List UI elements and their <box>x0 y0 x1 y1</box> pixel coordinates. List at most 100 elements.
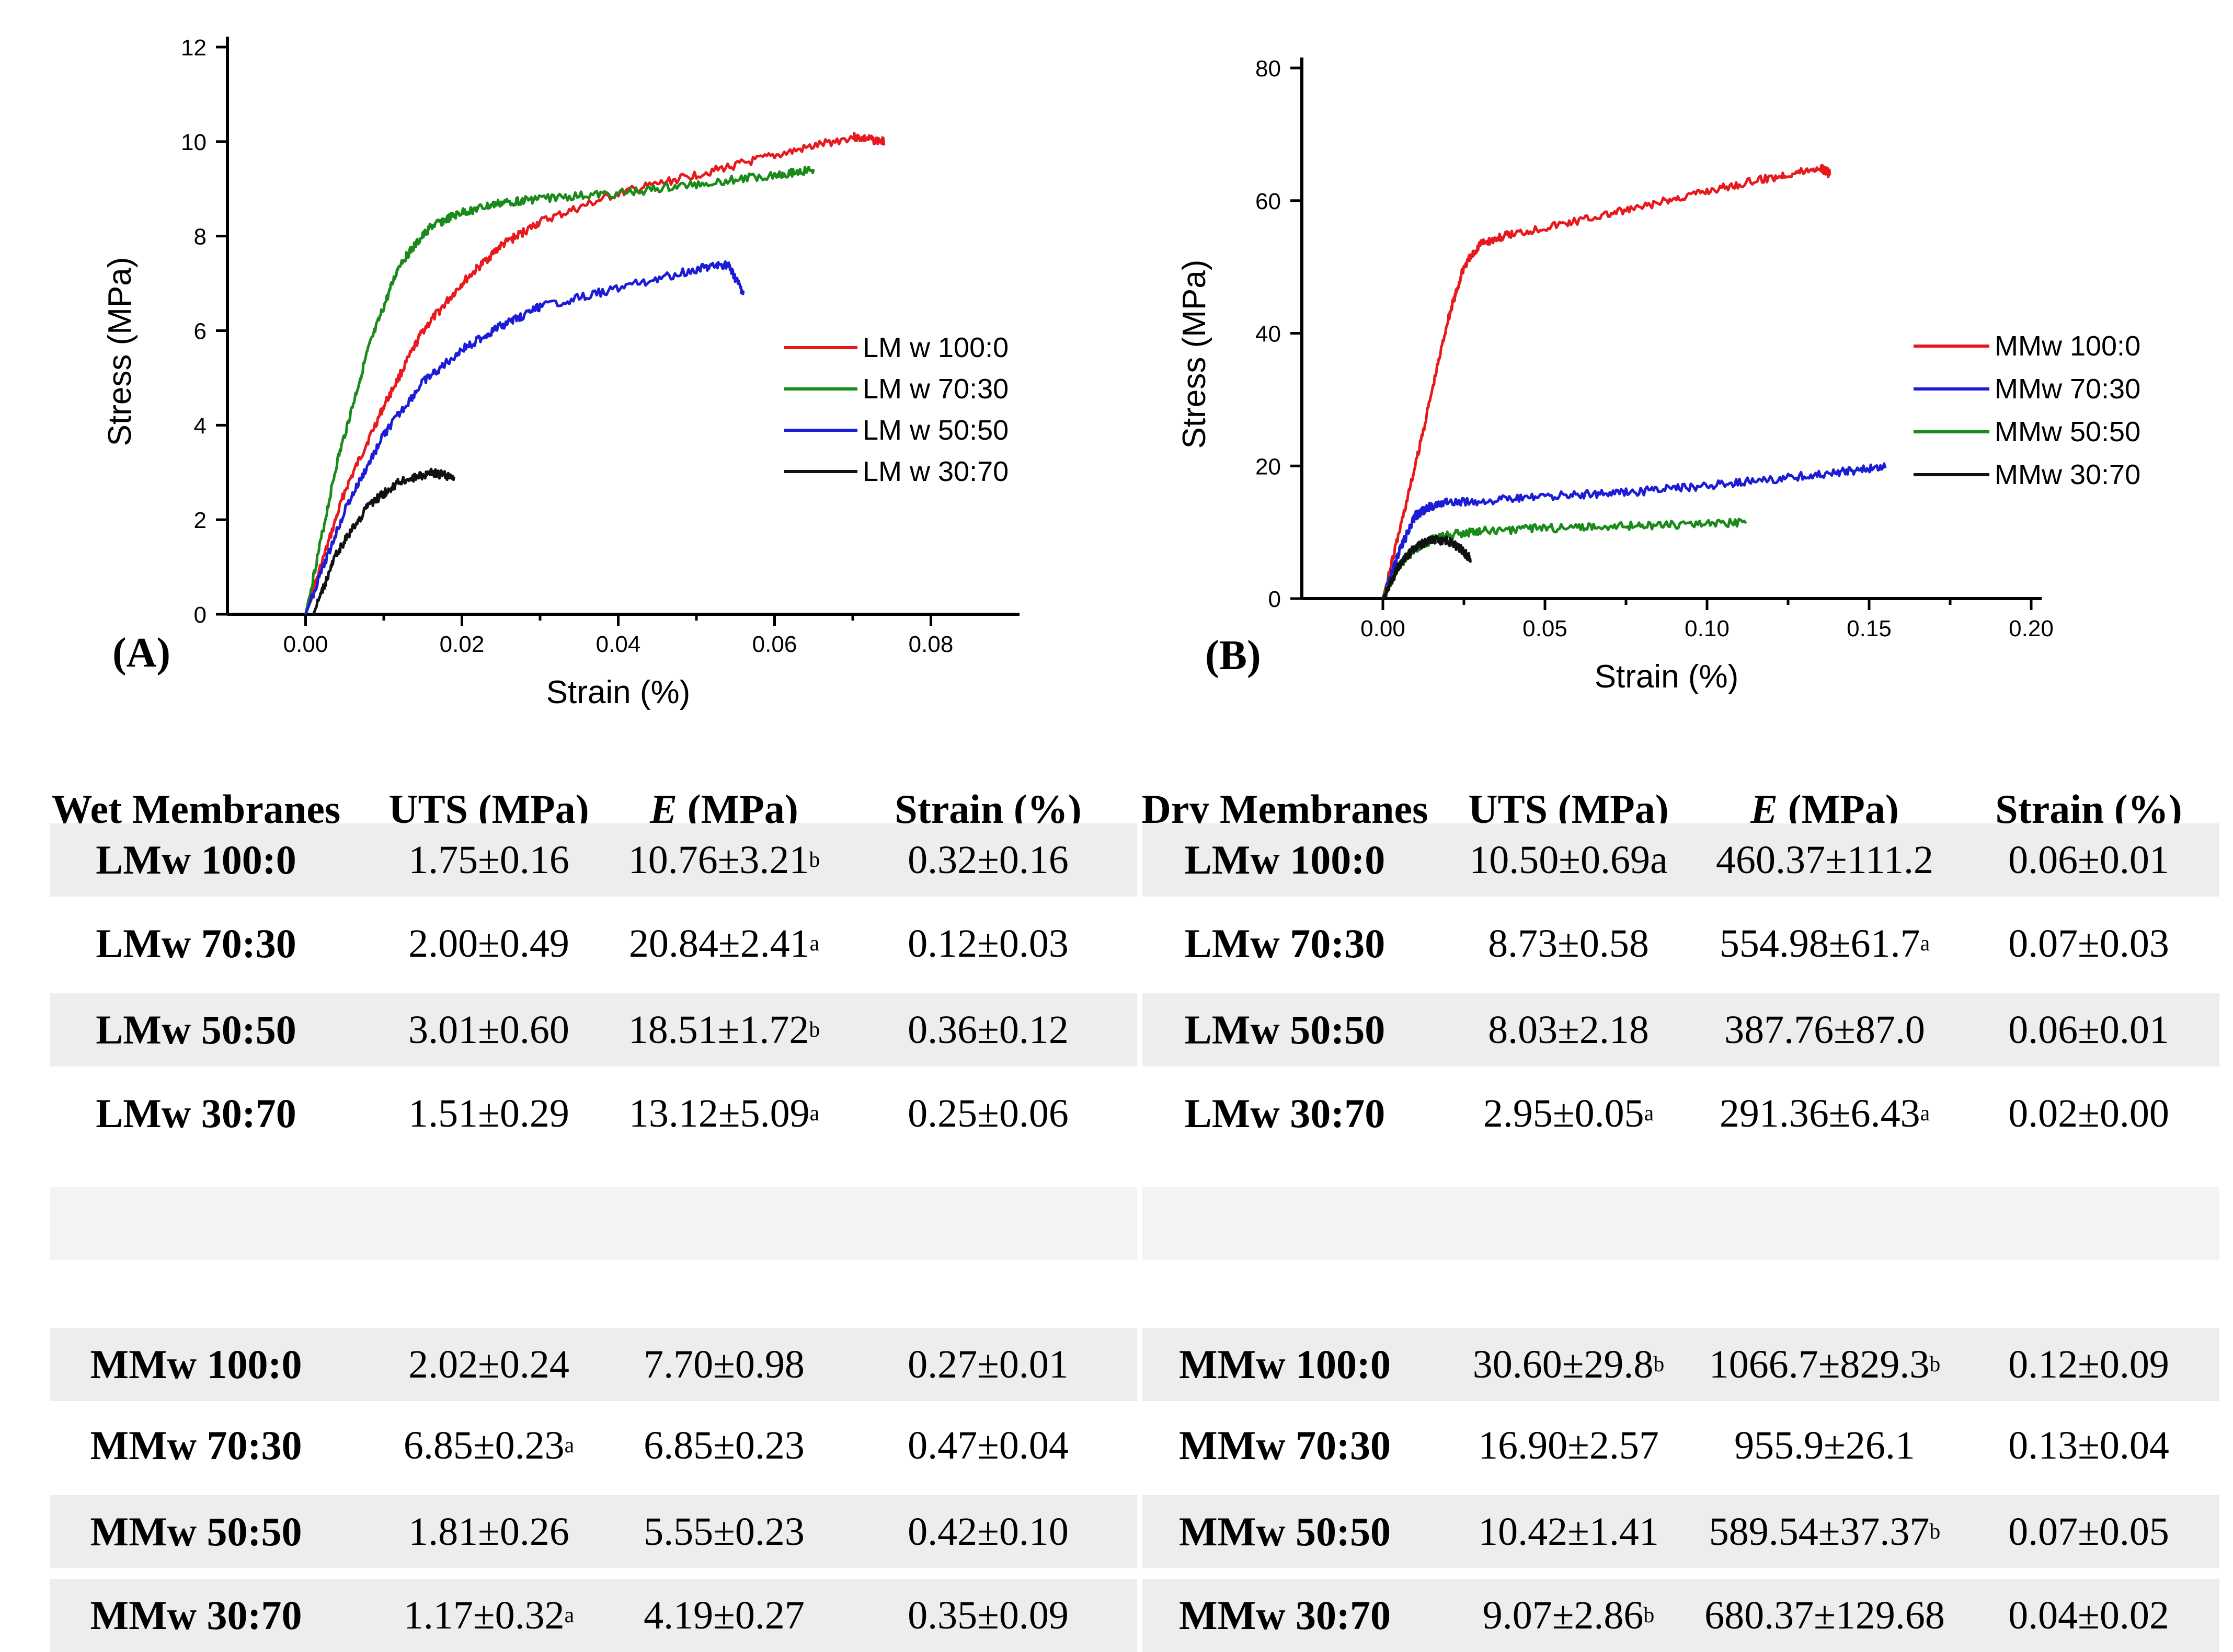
cell-strain: 0.04±0.02 <box>1958 1579 2219 1652</box>
cell-value: 0.06±0.01 <box>2008 1007 2169 1052</box>
series-line <box>304 166 815 615</box>
cell-value: MMw 100:0 <box>1178 1341 1391 1387</box>
cell-name: LMw 30:70 <box>50 1077 342 1150</box>
cell-value: 680.37±129.68 <box>1704 1593 1945 1637</box>
cell-name: MMw 70:30 <box>1142 1409 1427 1482</box>
panel-label: (B) <box>1205 633 1261 679</box>
cell-value: 1.17±0.32 <box>403 1593 565 1637</box>
cell-value: 4.19±0.27 <box>644 1593 805 1637</box>
x-tick-label: 0.08 <box>909 632 954 657</box>
table-row: LMw 100:0 10.50±0.69a 460.37±111.2 0.06±0.0… <box>1142 823 2219 897</box>
cell-value: LMw 30:70 <box>96 1091 296 1136</box>
table-row: LMw 100:0 1.75±0.16 10.76±3.21 b 0.32±0.16 <box>50 823 1137 897</box>
cell-uts: 9.07±2.86 b <box>1482 1593 1655 1637</box>
cell-uts: 8.73±0.58 <box>1446 907 1691 980</box>
y-tick-label: 0 <box>194 602 207 628</box>
table-row: LMw 70:30 8.73±0.58 554.98±61.7 a 0.07±0.03 <box>1142 907 2219 980</box>
cell-e: 955.9±26.1 <box>1699 1409 1950 1482</box>
wet-membranes-table: Wet Membranes UTS (MPa) E (MPa) Strain (%) L… <box>50 774 1137 1652</box>
cell-e: 554.98±61.7 a <box>1719 921 1930 966</box>
y-tick-label: 2 <box>194 508 207 533</box>
cell-value: 2.95±0.05 <box>1483 1091 1644 1135</box>
cell-e: 7.70±0.98 <box>606 1328 842 1401</box>
cell-strain: 0.47±0.04 <box>852 1409 1124 1482</box>
x-tick-label: 0.04 <box>596 632 641 657</box>
cell-e: 1066.7±829.3 b <box>1709 1342 1941 1386</box>
cell-value: 1066.7±829.3 <box>1709 1342 1930 1386</box>
cell-e: 13.12±5.09 a <box>628 1091 820 1135</box>
cell-value: MMw 30:70 <box>90 1592 302 1638</box>
cell-value: 16.90±2.57 <box>1478 1423 1659 1467</box>
y-tick-label: 12 <box>181 35 207 61</box>
series-line <box>304 132 886 615</box>
chart-a: 0 2 4 6 8 10 12 0.00 0.02 0.04 0.06 0.08 Strain (%) S… <box>102 35 1020 710</box>
cell-uts: 10.42±1.41 <box>1446 1495 1691 1568</box>
cell-name: MMw 30:70 <box>1142 1579 1427 1652</box>
chart-b: 0 20 40 60 80 0.00 0.05 0.10 0.15 0.20 Strain (%) S… <box>1176 56 2140 695</box>
cell-uts: 1.81±0.26 <box>374 1495 604 1568</box>
cell-value: 1.51±0.29 <box>408 1091 569 1135</box>
cell-value: MMw 50:50 <box>90 1509 302 1554</box>
legend-label: LM w 100:0 <box>863 332 1009 363</box>
cell-name: LMw 70:30 <box>1142 907 1427 980</box>
cell-value: 0.47±0.04 <box>908 1423 1069 1467</box>
cell-name: MMw 100:0 <box>1142 1328 1427 1401</box>
cell-value: 7.70±0.98 <box>644 1342 805 1386</box>
cell-value: MMw 30:70 <box>1178 1592 1391 1638</box>
cell-strain: 0.02±0.00 <box>1958 1077 2219 1150</box>
cell-strain: 0.42±0.10 <box>852 1495 1124 1568</box>
cell-value: LMw 70:30 <box>1184 921 1385 966</box>
cell-value: 30.60±29.8 <box>1472 1342 1654 1386</box>
cell-uts: 30.60±29.8 b <box>1472 1342 1665 1386</box>
cell-value: 6.85±0.23 <box>403 1423 565 1467</box>
cell-e: 680.37±129.68 <box>1699 1579 1950 1652</box>
cell-value: 0.12±0.09 <box>2008 1342 2169 1386</box>
panel-label: (A) <box>112 630 170 676</box>
cell-uts: 3.01±0.60 <box>374 993 604 1066</box>
cell-value: 8.73±0.58 <box>1488 921 1649 966</box>
x-axis-label: Strain (%) <box>1595 659 1739 695</box>
cell-value: 10.76±3.21 <box>628 838 809 882</box>
cell-value: 5.55±0.23 <box>644 1509 805 1554</box>
cell-value: 6.85±0.23 <box>644 1423 805 1467</box>
table-row: LMw 30:70 2.95±0.05 a 291.36±6.43 a 0.02±0.00 <box>1142 1077 2219 1150</box>
y-tick-label: 60 <box>1255 189 1281 214</box>
cell-value: 0.12±0.03 <box>908 921 1069 966</box>
cell-name: LMw 50:50 <box>1142 993 1427 1066</box>
cell-value: LMw 50:50 <box>1184 1007 1385 1052</box>
cell-name: LMw 100:0 <box>1142 823 1427 897</box>
cell-value: 291.36±6.43 <box>1719 1091 1920 1135</box>
cell-uts: 16.90±2.57 <box>1446 1409 1691 1482</box>
cell-uts: 2.00±0.49 <box>374 907 604 980</box>
cell-name: LMw 100:0 <box>50 823 342 897</box>
cell-e: 5.55±0.23 <box>606 1495 842 1568</box>
cell-name: MMw 100:0 <box>50 1328 342 1401</box>
cell-strain: 0.07±0.05 <box>1958 1495 2219 1568</box>
cell-e: 18.51±1.72 b <box>628 1007 820 1052</box>
dry-membranes-table: Dry Membranes UTS (MPa) E (MPa) Strain (%) L… <box>1141 774 2219 1652</box>
cell-value: LMw 70:30 <box>96 921 296 966</box>
cell-strain: 0.07±0.03 <box>1958 907 2219 980</box>
table-row: MMw 70:30 16.90±2.57 955.9±26.1 0.13±0.04 <box>1142 1409 2219 1482</box>
cell-uts: 8.03±2.18 <box>1446 993 1691 1066</box>
x-tick-label: 0.20 <box>2009 616 2054 641</box>
cell-value: 955.9±26.1 <box>1734 1423 1915 1467</box>
x-axis-label: Strain (%) <box>546 674 691 710</box>
cell-value: MMw 100:0 <box>90 1341 302 1387</box>
y-tick-label: 20 <box>1255 454 1281 479</box>
series-line <box>1381 164 1831 599</box>
cell-strain: 0.12±0.09 <box>1958 1328 2219 1401</box>
cell-name: MMw 30:70 <box>50 1579 342 1652</box>
cell-value: 0.04±0.02 <box>2008 1593 2169 1637</box>
cell-value: 9.07±2.86 <box>1482 1593 1644 1637</box>
table-row: MMw 100:0 30.60±29.8 b 1066.7±829.3 b 0.12±0.… <box>1142 1328 2219 1401</box>
cell-value: 387.76±87.0 <box>1724 1007 1925 1052</box>
legend-label: LM w 30:70 <box>863 456 1009 487</box>
cell-value: 1.75±0.16 <box>408 838 569 882</box>
cell-e: 460.37±111.2 <box>1699 823 1950 897</box>
cell-name: MMw 50:50 <box>50 1495 342 1568</box>
cell-name: LMw 30:70 <box>1142 1077 1427 1150</box>
cell-e: 20.84±2.41 a <box>628 921 820 966</box>
cell-value: 0.27±0.01 <box>908 1342 1069 1386</box>
cell-value: 20.84±2.41 <box>628 921 810 966</box>
